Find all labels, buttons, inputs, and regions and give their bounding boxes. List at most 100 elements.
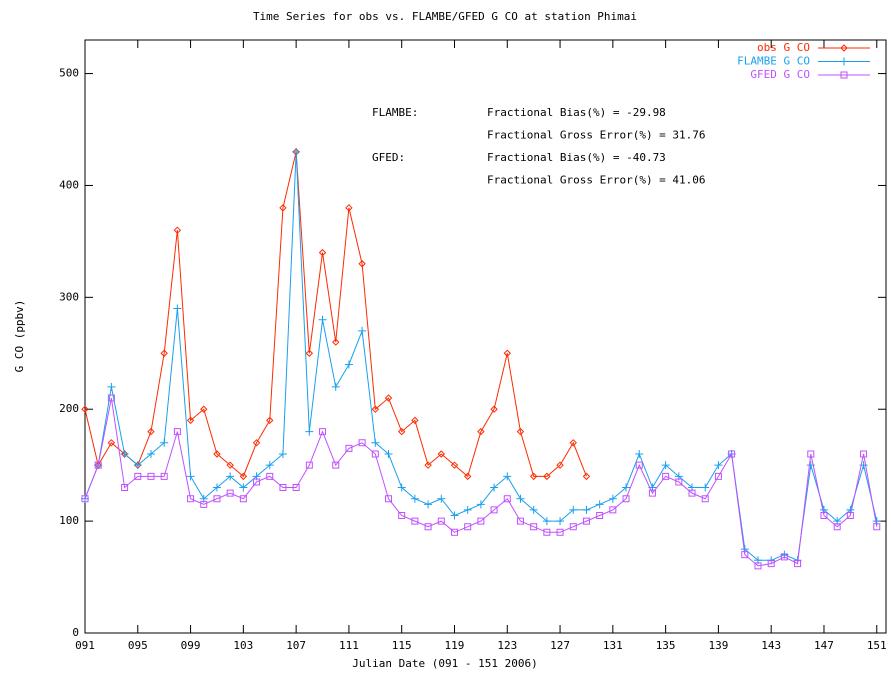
point-marker <box>437 494 446 503</box>
point-marker <box>81 405 89 413</box>
point-marker <box>344 360 353 369</box>
point-marker <box>358 439 366 447</box>
point-marker <box>398 512 406 520</box>
point-marker <box>490 483 499 492</box>
point-marker <box>635 449 644 458</box>
point-marker <box>265 461 274 470</box>
point-marker <box>384 394 393 402</box>
x-tick-label: 115 <box>392 639 412 652</box>
point-marker <box>780 553 788 561</box>
point-marker <box>226 472 235 481</box>
x-tick-label: 107 <box>286 639 306 652</box>
point-marker <box>200 500 208 508</box>
point-marker <box>239 472 248 481</box>
x-tick-label: 111 <box>339 639 359 652</box>
point-marker <box>358 326 367 335</box>
x-tick-label: 139 <box>708 639 728 652</box>
point-marker <box>147 427 155 436</box>
point-marker <box>767 560 775 568</box>
point-marker <box>147 472 155 480</box>
point-marker <box>833 523 841 531</box>
point-marker <box>385 495 393 503</box>
point-marker <box>741 551 749 559</box>
point-marker <box>239 483 248 492</box>
annotation-text: Fractional Bias(%) = -40.73 <box>487 151 666 164</box>
point-marker <box>160 472 168 480</box>
point-marker <box>477 517 485 525</box>
point-marker <box>279 204 287 212</box>
y-tick-label: 0 <box>72 626 79 639</box>
point-marker <box>688 489 696 497</box>
point-marker <box>622 495 630 503</box>
y-tick-label: 100 <box>59 514 79 527</box>
y-tick-label: 300 <box>59 290 79 303</box>
point-marker <box>213 495 221 503</box>
point-marker <box>840 71 848 79</box>
point-marker <box>173 304 182 313</box>
point-marker <box>503 495 511 503</box>
point-marker <box>292 484 300 492</box>
point-marker <box>543 472 551 481</box>
point-marker <box>424 500 433 509</box>
legend-label: obs G CO <box>757 41 810 54</box>
annotation-label: FLAMBE: <box>372 106 418 119</box>
point-marker <box>529 505 538 514</box>
y-axis-label: G CO (ppbv) <box>13 300 26 373</box>
point-marker <box>714 461 723 470</box>
point-marker <box>133 461 142 470</box>
point-marker <box>714 472 722 480</box>
x-tick-label: 127 <box>550 639 570 652</box>
y-tick-label: 400 <box>59 178 79 191</box>
point-marker <box>107 382 116 391</box>
point-marker <box>516 494 525 503</box>
point-marker <box>794 560 802 568</box>
point-marker <box>450 461 459 469</box>
point-marker <box>503 349 511 357</box>
legend-label: FLAMBE G CO <box>737 55 810 68</box>
annotation-text: Fractional Gross Error(%) = 41.06 <box>487 174 706 187</box>
point-marker <box>556 517 565 526</box>
point-marker <box>622 483 631 492</box>
point-marker <box>437 517 445 525</box>
point-marker <box>371 450 379 458</box>
point-marker <box>252 439 261 447</box>
point-marker <box>278 449 287 458</box>
point-marker <box>450 511 459 520</box>
point-marker <box>648 489 656 497</box>
point-marker <box>556 461 564 469</box>
point-marker <box>397 427 406 436</box>
point-marker <box>569 505 578 514</box>
point-marker <box>253 478 261 486</box>
point-marker <box>873 523 881 531</box>
point-marker <box>807 450 815 458</box>
point-marker <box>411 517 419 525</box>
point-marker <box>424 523 432 531</box>
point-marker <box>358 260 366 268</box>
point-marker <box>840 57 848 66</box>
point-marker <box>120 449 129 458</box>
x-tick-label: 091 <box>75 639 95 652</box>
point-marker <box>121 484 129 492</box>
x-tick-label: 143 <box>761 639 781 652</box>
point-marker <box>556 528 564 536</box>
point-marker <box>107 394 115 402</box>
point-marker <box>490 506 498 514</box>
x-tick-label: 095 <box>128 639 148 652</box>
x-tick-label: 119 <box>445 639 465 652</box>
series-line <box>84 397 878 567</box>
point-marker <box>542 517 551 526</box>
point-marker <box>662 472 670 480</box>
point-marker <box>463 505 472 514</box>
point-marker <box>450 528 458 536</box>
point-marker <box>213 450 221 458</box>
x-tick-label: 135 <box>656 639 676 652</box>
point-marker <box>81 495 89 503</box>
point-marker <box>516 427 525 436</box>
point-marker <box>661 461 670 470</box>
point-marker <box>701 495 709 503</box>
point-marker <box>186 416 195 425</box>
point-marker <box>411 416 419 425</box>
point-marker <box>569 523 577 531</box>
point-marker <box>305 461 313 469</box>
point-marker <box>410 494 419 503</box>
